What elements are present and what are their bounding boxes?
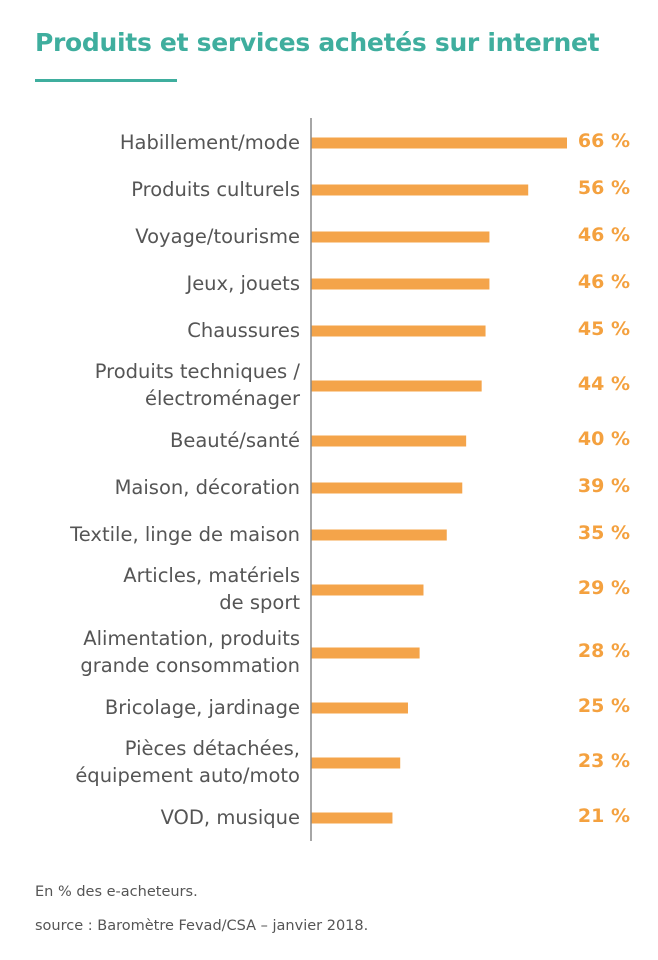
value-label: 25 %: [577, 695, 630, 717]
bar: [311, 702, 408, 714]
bar: [311, 325, 486, 337]
note: En % des e-acheteurs.: [35, 884, 198, 900]
title-rule: [35, 79, 177, 82]
value-label: 23 %: [577, 750, 630, 772]
value-label: 39 %: [577, 475, 630, 497]
category-label: Jeux, jouets: [186, 271, 300, 295]
bar: [311, 482, 463, 494]
category-label: VOD, musique: [160, 805, 300, 829]
category-label: Alimentation, produits grande consommati…: [80, 627, 300, 677]
bar: [311, 278, 490, 290]
value-label: 46 %: [577, 224, 630, 246]
bar: [311, 529, 447, 541]
category-label: Articles, matériels de sport: [123, 564, 300, 614]
value-label: 44 %: [577, 373, 630, 395]
value-label: 45 %: [577, 318, 630, 340]
bar: [311, 380, 482, 392]
value-label: 29 %: [577, 577, 630, 599]
bar: [311, 812, 393, 824]
category-label: Textile, linge de maison: [70, 522, 300, 546]
bar: [311, 231, 490, 243]
bar: [311, 647, 420, 659]
category-label: Pièces détachées, équipement auto/moto: [75, 737, 300, 787]
bar: [311, 435, 467, 447]
value-label: 21 %: [577, 805, 630, 827]
bar: [311, 757, 401, 769]
value-label: 46 %: [577, 271, 630, 293]
category-label: Voyage/tourisme: [135, 224, 300, 248]
category-label: Chaussures: [187, 318, 300, 342]
category-label: Beauté/santé: [169, 428, 300, 452]
value-label: 66 %: [577, 130, 630, 152]
value-label: 28 %: [577, 640, 630, 662]
note: source : Baromètre Fevad/CSA – janvier 2…: [35, 918, 369, 934]
category-label: Produits techniques / électroménager: [94, 360, 300, 410]
title: Produits et services achetés sur interne…: [35, 28, 600, 57]
category-label: Habillement/mode: [119, 130, 300, 154]
bar: [311, 184, 529, 196]
value-label: 40 %: [577, 428, 630, 450]
value-label: 35 %: [577, 522, 630, 544]
bar: [311, 584, 424, 596]
category-label: Maison, décoration: [114, 475, 300, 499]
value-label: 56 %: [577, 177, 630, 199]
bar: [311, 137, 567, 149]
category-label: Bricolage, jardinage: [104, 695, 300, 719]
category-label: Produits culturels: [131, 177, 300, 201]
